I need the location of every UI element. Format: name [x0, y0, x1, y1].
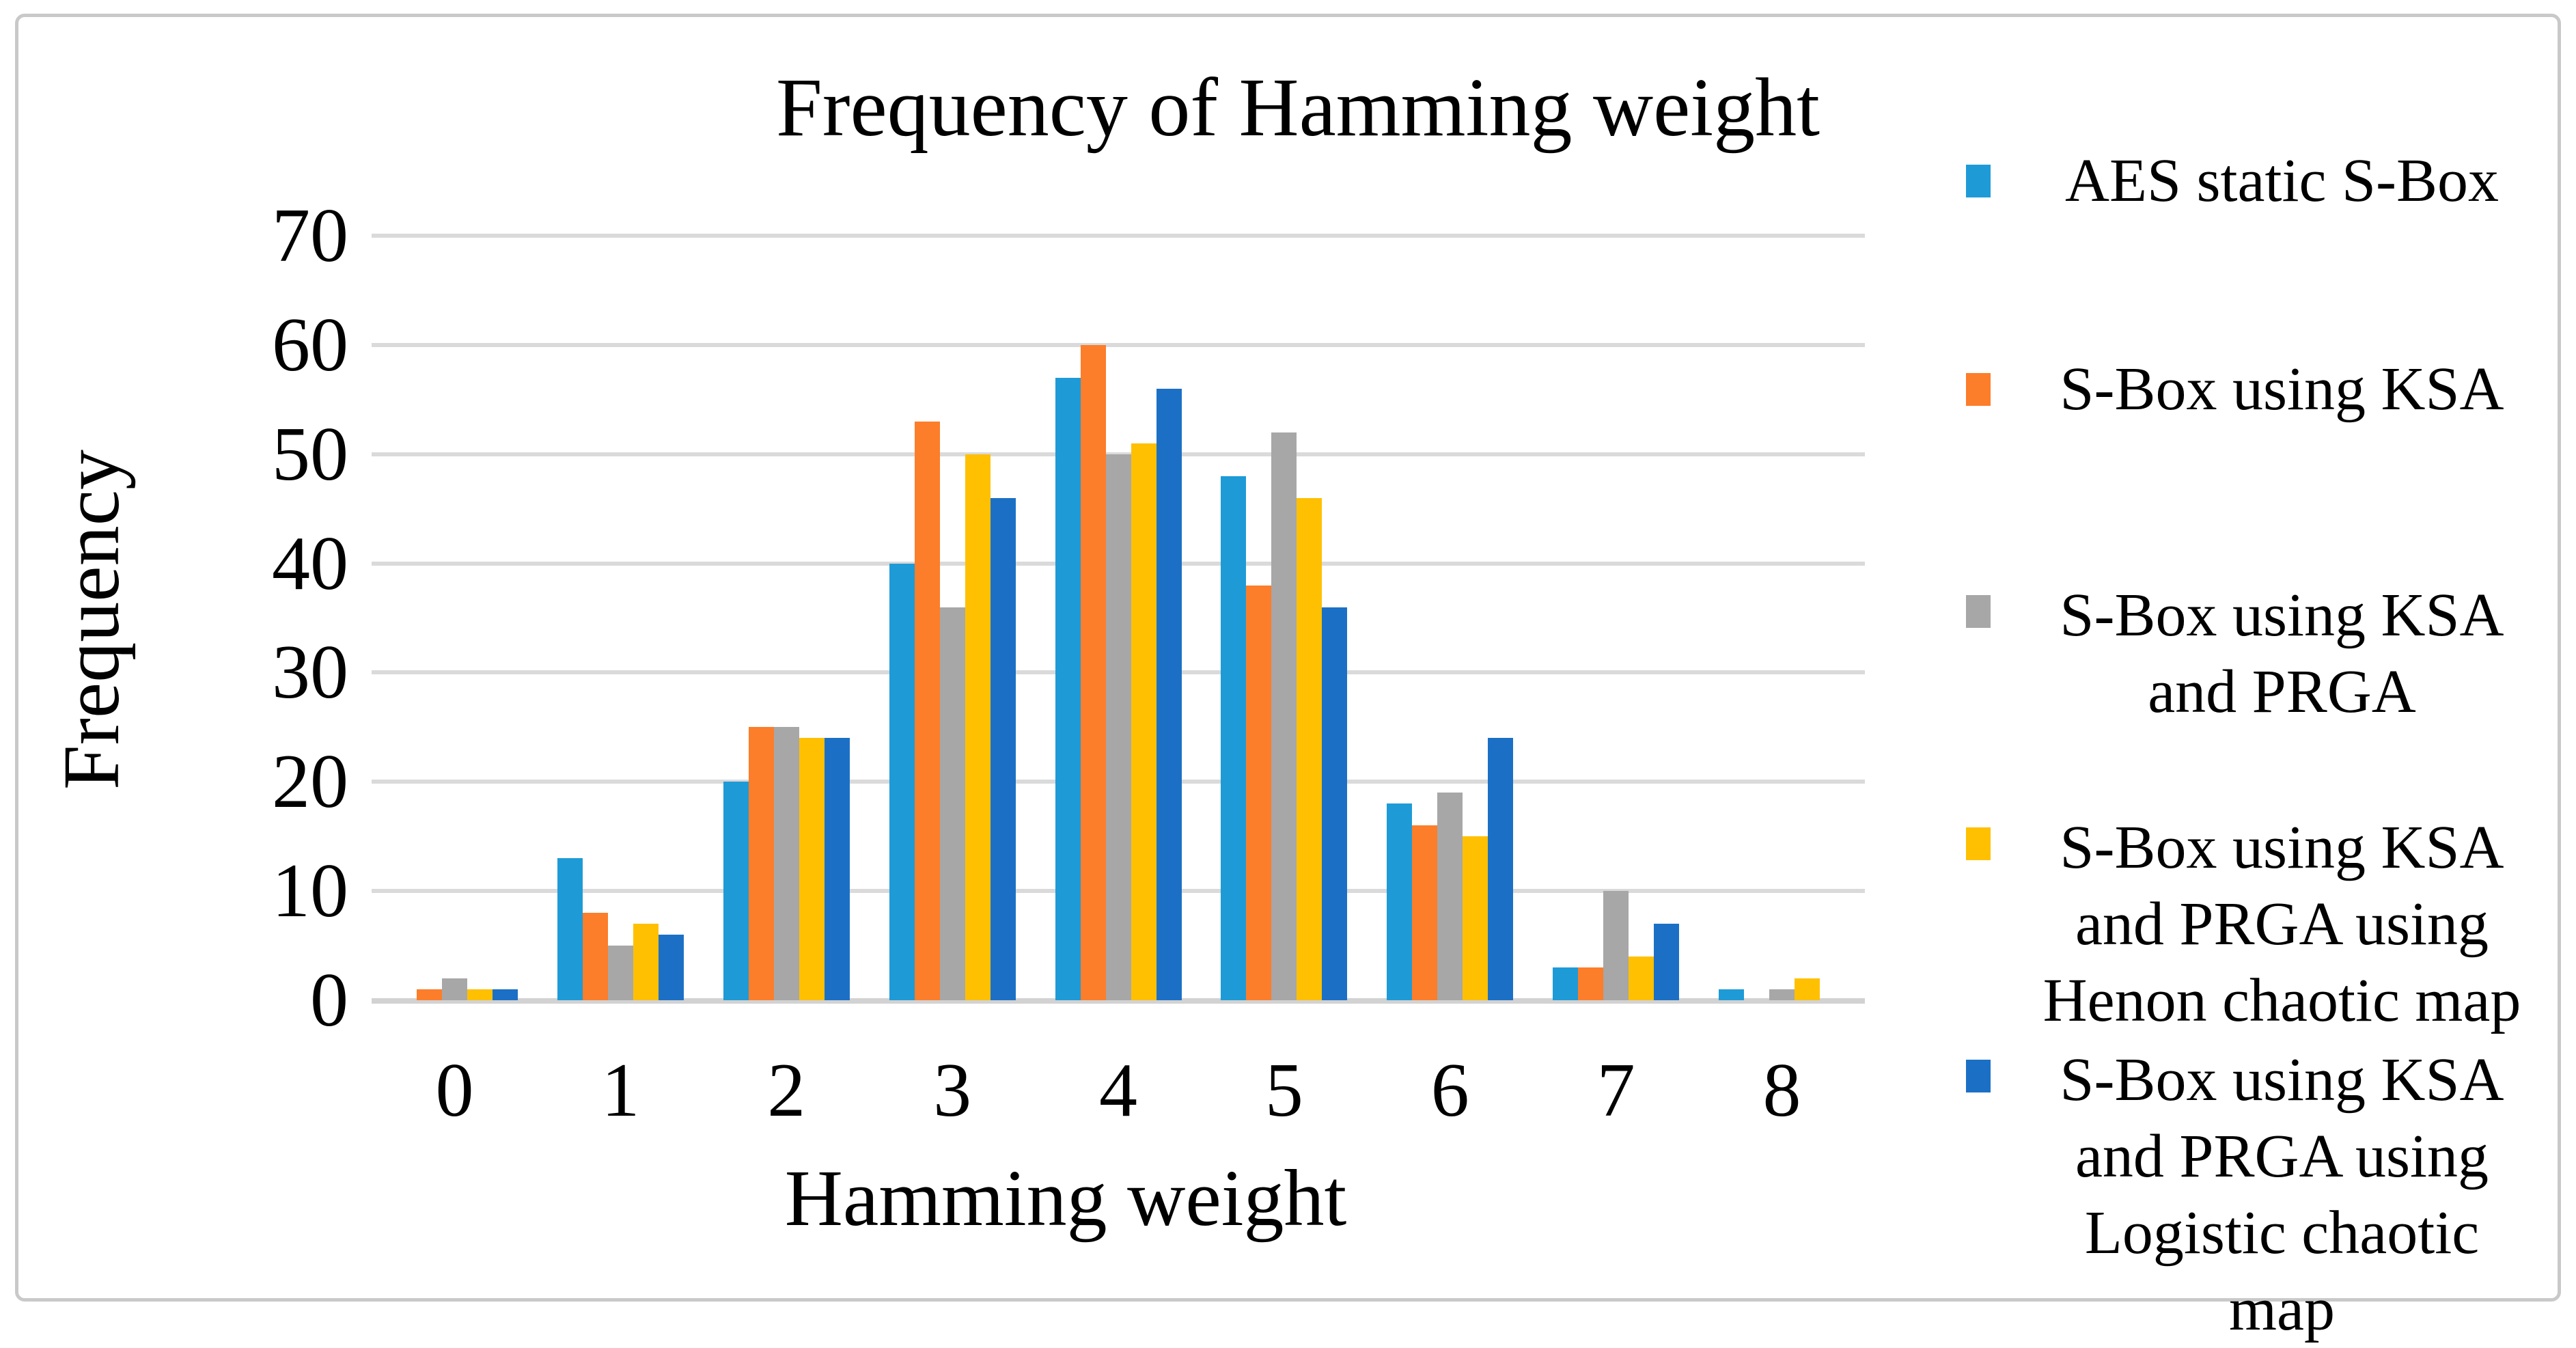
- bar-s-box-using-ksa-and-prga-x1: [607, 946, 633, 1000]
- x-tick-label-6: 6: [1430, 1048, 1469, 1133]
- bar-s-box-using-ksa-and-prga-x4: [1105, 454, 1131, 1000]
- bar-s-box-using-ksa-and-prga-using-logistic-chaotic-map-x5: [1322, 607, 1348, 1000]
- bar-s-box-using-ksa-x2: [748, 727, 774, 1000]
- bar-aes-static-s-box-x5: [1221, 476, 1247, 1000]
- bar-s-box-using-ksa-and-prga-using-henon-chaotic-map-x2: [799, 738, 825, 1000]
- y-tick-label-10: 10: [272, 849, 348, 934]
- bar-s-box-using-ksa-x1: [582, 913, 608, 1000]
- gridline-y-70: [372, 234, 1865, 238]
- x-tick-label-4: 4: [1098, 1048, 1137, 1133]
- legend-swatch-icon: [1966, 373, 1991, 406]
- bar-s-box-using-ksa-and-prga-using-henon-chaotic-map-x3: [965, 454, 991, 1000]
- gridline-y-0: [372, 998, 1865, 1004]
- plot-area: [372, 234, 1865, 1004]
- bar-s-box-using-ksa-and-prga-using-henon-chaotic-map-x0: [467, 989, 493, 1000]
- bar-s-box-using-ksa-x7: [1578, 967, 1604, 1000]
- bar-s-box-using-ksa-and-prga-using-logistic-chaotic-map-x6: [1488, 738, 1514, 1000]
- y-axis-title: Frequency: [46, 449, 136, 790]
- legend-item-s-box-using-ksa: S-Box using KSA: [1962, 351, 2560, 428]
- legend-item-s-box-using-ksa-and-prga: S-Box using KSA and PRGA: [1962, 577, 2560, 730]
- legend-swatch-icon: [1966, 827, 1991, 860]
- y-tick-label-20: 20: [272, 739, 348, 825]
- bar-s-box-using-ksa-and-prga-using-henon-chaotic-map-x6: [1463, 836, 1488, 1000]
- x-tick-label-1: 1: [601, 1048, 640, 1133]
- bar-s-box-using-ksa-x5: [1246, 585, 1272, 1000]
- bar-s-box-using-ksa-x4: [1080, 344, 1106, 1000]
- bar-aes-static-s-box-x4: [1055, 377, 1081, 1000]
- legend-swatch-icon: [1966, 165, 1991, 197]
- bar-s-box-using-ksa-and-prga-using-henon-chaotic-map-x4: [1131, 443, 1157, 1000]
- bar-s-box-using-ksa-and-prga-using-logistic-chaotic-map-x4: [1156, 388, 1182, 1000]
- bar-s-box-using-ksa-and-prga-x5: [1271, 432, 1297, 1000]
- gridline-y-60: [372, 342, 1865, 347]
- bar-s-box-using-ksa-and-prga-using-logistic-chaotic-map-x3: [990, 497, 1016, 1000]
- y-tick-label-50: 50: [272, 411, 348, 497]
- bar-s-box-using-ksa-and-prga-using-henon-chaotic-map-x7: [1629, 957, 1654, 1000]
- bar-s-box-using-ksa-and-prga-x6: [1437, 793, 1463, 1000]
- x-tick-label-3: 3: [933, 1048, 972, 1133]
- bar-s-box-using-ksa-and-prga-using-logistic-chaotic-map-x0: [492, 989, 518, 1000]
- y-tick-label-40: 40: [272, 521, 348, 606]
- x-tick-label-5: 5: [1264, 1048, 1303, 1133]
- bar-s-box-using-ksa-and-prga-x7: [1603, 891, 1629, 1000]
- bar-aes-static-s-box-x2: [723, 782, 749, 1000]
- y-tick-label-60: 60: [272, 302, 348, 387]
- bar-s-box-using-ksa-and-prga-using-henon-chaotic-map-x1: [633, 924, 659, 1000]
- y-tick-label-30: 30: [272, 630, 348, 715]
- bar-s-box-using-ksa-and-prga-using-logistic-chaotic-map-x1: [658, 935, 684, 1000]
- bar-s-box-using-ksa-and-prga-x8: [1769, 989, 1795, 1000]
- x-tick-label-8: 8: [1762, 1048, 1801, 1133]
- bar-s-box-using-ksa-and-prga-using-logistic-chaotic-map-x7: [1654, 924, 1680, 1000]
- legend-label: S-Box using KSA and PRGA using Logistic ch…: [2060, 1046, 2504, 1343]
- legend-item-s-box-using-ksa-and-prga-using-logistic-chaotic-map: S-Box using KSA and PRGA using Logistic ch…: [1962, 1042, 2560, 1348]
- bar-aes-static-s-box-x8: [1719, 989, 1745, 1000]
- x-tick-label-7: 7: [1596, 1048, 1635, 1133]
- bar-s-box-using-ksa-and-prga-x2: [773, 727, 799, 1000]
- legend-label: S-Box using KSA and PRGA using Henon chaot…: [2042, 814, 2521, 1034]
- bar-s-box-using-ksa-x0: [416, 989, 442, 1000]
- bar-s-box-using-ksa-and-prga-using-logistic-chaotic-map-x2: [824, 738, 850, 1000]
- bar-s-box-using-ksa-and-prga-using-henon-chaotic-map-x5: [1297, 497, 1322, 1000]
- bar-s-box-using-ksa-and-prga-x3: [939, 607, 965, 1000]
- legend-item-aes-static-s-box: AES static S-Box: [1962, 143, 2560, 219]
- y-tick-label-70: 70: [272, 193, 348, 278]
- bar-s-box-using-ksa-and-prga-using-henon-chaotic-map-x8: [1795, 978, 1820, 1000]
- legend-swatch-icon: [1966, 1060, 1991, 1092]
- bar-aes-static-s-box-x3: [889, 563, 915, 1000]
- legend-item-s-box-using-ksa-and-prga-using-henon-chaotic-map: S-Box using KSA and PRGA using Henon chaot…: [1962, 810, 2560, 1039]
- y-tick-label-0: 0: [310, 958, 348, 1043]
- chart-title: Frequency of Hamming weight: [775, 61, 1820, 154]
- x-tick-label-0: 0: [435, 1048, 474, 1133]
- bar-s-box-using-ksa-x6: [1412, 825, 1438, 1000]
- figure-canvas: { "figure": { "title": "Frequency of Ham…: [15, 0, 2561, 1343]
- x-axis-title: Hamming weight: [784, 1153, 1347, 1243]
- legend-label: S-Box using KSA and PRGA: [2060, 581, 2504, 726]
- legend-label: S-Box using KSA: [2060, 355, 2504, 423]
- legend-swatch-icon: [1966, 595, 1991, 628]
- chart-legend: AES static S-Box S-Box using KSA S-Box usi…: [1962, 0, 2560, 1343]
- legend-label: AES static S-Box: [2064, 147, 2499, 215]
- x-tick-label-2: 2: [767, 1048, 806, 1133]
- bar-aes-static-s-box-x7: [1553, 967, 1579, 1000]
- bar-aes-static-s-box-x6: [1387, 803, 1413, 1000]
- bar-s-box-using-ksa-x3: [914, 421, 940, 1000]
- bar-s-box-using-ksa-and-prga-x0: [441, 978, 467, 1000]
- bar-aes-static-s-box-x1: [557, 858, 583, 1000]
